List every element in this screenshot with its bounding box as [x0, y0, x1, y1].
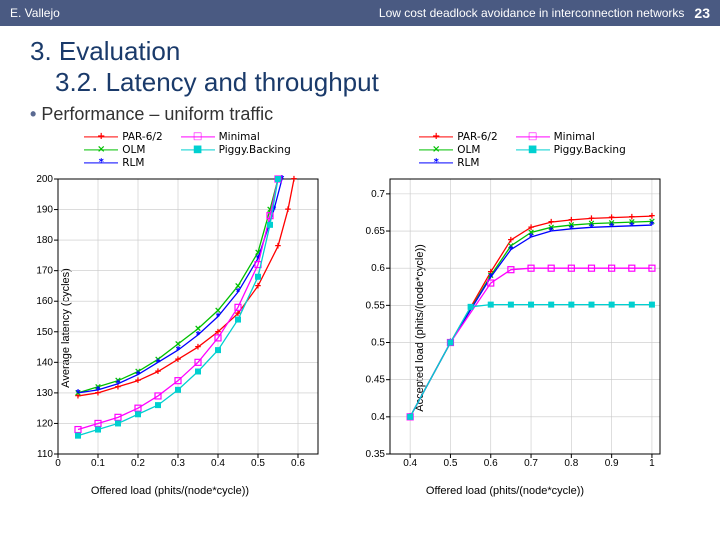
svg-text:0.65: 0.65	[366, 226, 386, 237]
legend-right: +PAR-6/2×OLM*RLM □Minimal■Piggy.Backing	[384, 129, 626, 173]
svg-text:0.7: 0.7	[524, 458, 538, 469]
svg-text:0.1: 0.1	[91, 458, 105, 469]
svg-text:*: *	[96, 384, 101, 396]
svg-text:*: *	[589, 222, 594, 234]
slide-header: E. Vallejo Low cost deadlock avoidance i…	[0, 0, 720, 26]
svg-text:*: *	[136, 369, 141, 381]
svg-text:1: 1	[649, 458, 655, 469]
svg-text:*: *	[569, 223, 574, 235]
throughput-chart: Accepted load (phits/(node*cycle)) 0.40.…	[340, 173, 670, 483]
svg-text:*: *	[196, 329, 201, 341]
svg-text:0: 0	[55, 458, 61, 469]
svg-text:0.4: 0.4	[211, 458, 225, 469]
legend-left: +PAR-6/2×OLM*RLM □Minimal■Piggy.Backing	[49, 129, 291, 173]
svg-text:*: *	[156, 357, 161, 369]
svg-text:160: 160	[36, 296, 53, 307]
svg-text:0.4: 0.4	[403, 458, 417, 469]
svg-text:0.8: 0.8	[564, 458, 578, 469]
svg-text:+: +	[291, 174, 297, 186]
svg-text:0.3: 0.3	[171, 458, 185, 469]
svg-text:0.5: 0.5	[443, 458, 457, 469]
xlabel-left: Offered load (phits/(node*cycle))	[91, 483, 249, 497]
svg-text:*: *	[529, 231, 534, 243]
svg-text:110: 110	[37, 449, 53, 460]
bullet-icon: •	[30, 104, 36, 124]
legend-item-olm: ×OLM	[419, 144, 497, 156]
legend-item-olm: ×OLM	[84, 144, 162, 156]
svg-text:*: *	[549, 226, 554, 238]
svg-text:*: *	[176, 345, 181, 357]
svg-text:*: *	[650, 220, 655, 232]
svg-text:*: *	[610, 221, 615, 233]
chart-left-wrap: +PAR-6/2×OLM*RLM□Minimal■Piggy.Backing A…	[10, 129, 330, 497]
bullet-performance: • Performance – uniform traffic	[0, 104, 720, 129]
svg-text:*: *	[509, 244, 514, 256]
svg-text:0.6: 0.6	[484, 458, 498, 469]
svg-text:*: *	[630, 220, 635, 232]
svg-text:*: *	[116, 378, 121, 390]
svg-text:180: 180	[36, 235, 53, 246]
xlabel-right: Offered load (phits/(node*cycle))	[426, 483, 584, 497]
header-page-number: 23	[694, 5, 710, 21]
svg-text:200: 200	[36, 174, 53, 185]
header-author: E. Vallejo	[10, 6, 60, 20]
svg-text:+: +	[275, 241, 281, 253]
svg-text:150: 150	[36, 327, 53, 338]
svg-text:140: 140	[36, 357, 53, 368]
legend-item-minimal: □Minimal	[516, 131, 626, 143]
svg-text:120: 120	[36, 418, 53, 429]
latency-chart: Average latency (cycles) 00.10.20.30.40.…	[10, 173, 330, 483]
chart-right-wrap: +PAR-6/2×OLM*RLM □Minimal■Piggy.Backing A…	[340, 129, 670, 497]
svg-text:+: +	[215, 326, 221, 338]
svg-text:0.35: 0.35	[366, 449, 386, 460]
legend-item-rlm: *RLM	[419, 157, 497, 169]
svg-text:0.2: 0.2	[131, 458, 145, 469]
svg-text:+: +	[285, 204, 291, 216]
svg-text:+: +	[195, 342, 201, 354]
svg-text:170: 170	[36, 266, 53, 277]
svg-text:0.45: 0.45	[366, 375, 386, 386]
legend-item-piggy-backing: ■Piggy.Backing	[181, 144, 291, 156]
svg-text:190: 190	[36, 205, 53, 216]
charts-row: +PAR-6/2×OLM*RLM□Minimal■Piggy.Backing A…	[0, 129, 720, 497]
subsection-title: 3.2. Latency and throughput	[0, 67, 720, 104]
svg-text:0.55: 0.55	[366, 300, 386, 311]
legend-item-par-6-2: +PAR-6/2	[419, 131, 497, 143]
svg-text:0.6: 0.6	[371, 263, 385, 274]
svg-text:0.9: 0.9	[605, 458, 619, 469]
svg-text:0.7: 0.7	[371, 189, 385, 200]
legend-item-par-6-2: +PAR-6/2	[84, 131, 162, 143]
svg-text:0.5: 0.5	[371, 338, 385, 349]
svg-text:130: 130	[36, 388, 53, 399]
header-title: Low cost deadlock avoidance in interconn…	[60, 6, 695, 20]
bullet-text: Performance – uniform traffic	[41, 104, 273, 124]
svg-text:0.4: 0.4	[371, 412, 385, 423]
legend-item-minimal: □Minimal	[181, 131, 291, 143]
legend-item-rlm: *RLM	[84, 157, 162, 169]
legend-item-piggy-backing: ■Piggy.Backing	[516, 144, 626, 156]
svg-text:*: *	[76, 387, 81, 399]
svg-text:*: *	[216, 311, 221, 323]
svg-text:0.5: 0.5	[251, 458, 265, 469]
svg-text:0.6: 0.6	[291, 458, 305, 469]
svg-text:*: *	[236, 287, 241, 299]
section-title: 3. Evaluation	[0, 26, 720, 67]
